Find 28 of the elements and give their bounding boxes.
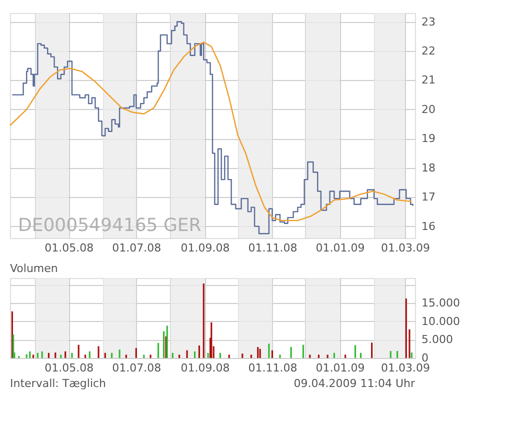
y-tick-label: 21 bbox=[422, 74, 436, 87]
x-tick-label: 01.09.08 bbox=[180, 242, 230, 254]
y-tick-label: 5.000 bbox=[422, 333, 453, 346]
text: Intervall: Tæglich bbox=[10, 377, 106, 390]
x-tick-label: 01.11.08 bbox=[248, 242, 298, 254]
x-tick-label: 01.03.09 bbox=[381, 362, 430, 374]
y-tick-label: 22 bbox=[422, 44, 436, 58]
chart-title: Volumen bbox=[10, 262, 58, 275]
x-tick-label: 01.01.09 bbox=[316, 362, 365, 374]
x-tick-label: 01.07.08 bbox=[112, 362, 162, 374]
text: 09.04.2009 11:04 Uhr bbox=[294, 377, 416, 390]
annotation: DE0005494165 GER bbox=[18, 215, 202, 236]
y-tick-label: 18 bbox=[422, 161, 436, 174]
x-tick-label: 01.01.09 bbox=[316, 242, 365, 254]
y-tick-label: 15.000 bbox=[422, 296, 460, 310]
y-tick-label: 23 bbox=[422, 15, 436, 28]
y-tick-label: 0 bbox=[422, 352, 428, 364]
x-tick-label: 01.05.08 bbox=[44, 362, 94, 374]
x-tick-label: 01.11.08 bbox=[248, 362, 298, 374]
x-tick-label: 01.03.09 bbox=[381, 242, 430, 254]
y-tick-label: 10.000 bbox=[422, 314, 460, 328]
y-tick-label: 16 bbox=[422, 220, 436, 233]
y-tick-label: 19 bbox=[422, 132, 436, 146]
y-tick-label: 20 bbox=[422, 102, 436, 116]
x-tick-label: 01.09.08 bbox=[180, 362, 230, 374]
x-tick-label: 01.07.08 bbox=[112, 242, 162, 254]
y-tick-label: 17 bbox=[422, 190, 436, 204]
x-tick-label: 01.05.08 bbox=[44, 242, 94, 254]
